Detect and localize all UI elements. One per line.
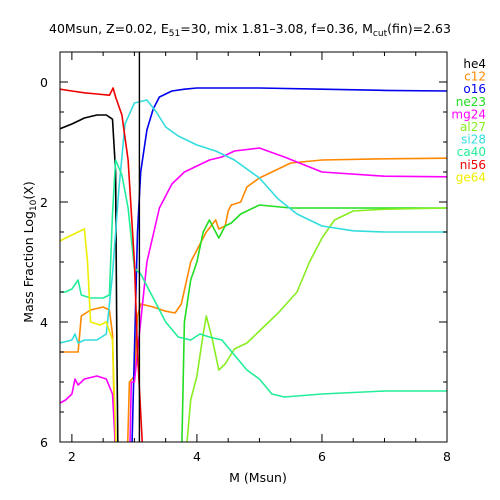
title-mcut-sub: cut [373, 29, 388, 39]
title-f: f=0.36 [311, 21, 354, 36]
series-line-si28 [60, 99, 447, 344]
series-line-ca40 [60, 159, 447, 398]
title-z: Z=0.02 [106, 21, 153, 36]
title-mcut-tail: (fin)=2.63 [387, 21, 451, 36]
x-tick-label: 4 [193, 449, 201, 464]
legend-entry-si28: si28 [461, 133, 486, 147]
y-axis-label: Mass Fraction Log10(X) [21, 181, 39, 322]
series-line-he4 [60, 114, 119, 442]
legend-entry-mg24: mg24 [451, 107, 486, 121]
legend-entry-ge64: ge64 [456, 170, 486, 184]
title-e-sub: 51 [169, 29, 180, 39]
legend-entry-al27: al27 [460, 120, 486, 134]
y-tick-label: 0 [40, 75, 48, 90]
x-tick-label: 8 [443, 449, 451, 464]
legend-entry-ca40: ca40 [457, 145, 486, 159]
plot-frame [59, 51, 448, 443]
y-tick-label: 4 [40, 315, 48, 330]
y-axis-label-sub: 10 [29, 199, 39, 211]
series-layer [60, 87, 447, 442]
series-line-c12 [60, 157, 447, 442]
chart-title: 40Msun, Z=0.02, E51=30, mix 1.81–3.08, f… [49, 21, 451, 39]
series-line-o16 [131, 87, 447, 442]
title-mcut: M [362, 21, 373, 36]
series-line-al27 [186, 207, 447, 442]
series-line-ni56 [60, 87, 144, 442]
title-e: E [161, 21, 169, 36]
series-line-ge64 [60, 228, 117, 442]
title-e-tail: =30 [180, 21, 206, 36]
x-tick-label: 2 [68, 449, 76, 464]
y-axis-label-tail: (X) [21, 181, 36, 199]
legend-entry-he4: he4 [463, 57, 486, 71]
title-mass: 40Msun [49, 21, 98, 36]
legend-entry-c12: c12 [464, 70, 486, 84]
legend-entry-o16: o16 [463, 82, 486, 96]
x-tick-label: 6 [318, 449, 326, 464]
x-axis-label: M (Msun) [229, 470, 287, 485]
legend-entry-ni56: ni56 [460, 158, 486, 172]
y-tick-label: 2 [40, 195, 48, 210]
series-line-ne23 [181, 204, 447, 442]
axes: 2 4 6 8 0 2 4 6 [40, 51, 451, 464]
legend-entry-ne23: ne23 [456, 95, 486, 109]
title-mix: mix 1.81–3.08 [215, 21, 304, 36]
y-tick-label: 6 [40, 435, 48, 450]
y-axis-label-main: Mass Fraction Log [21, 211, 36, 323]
